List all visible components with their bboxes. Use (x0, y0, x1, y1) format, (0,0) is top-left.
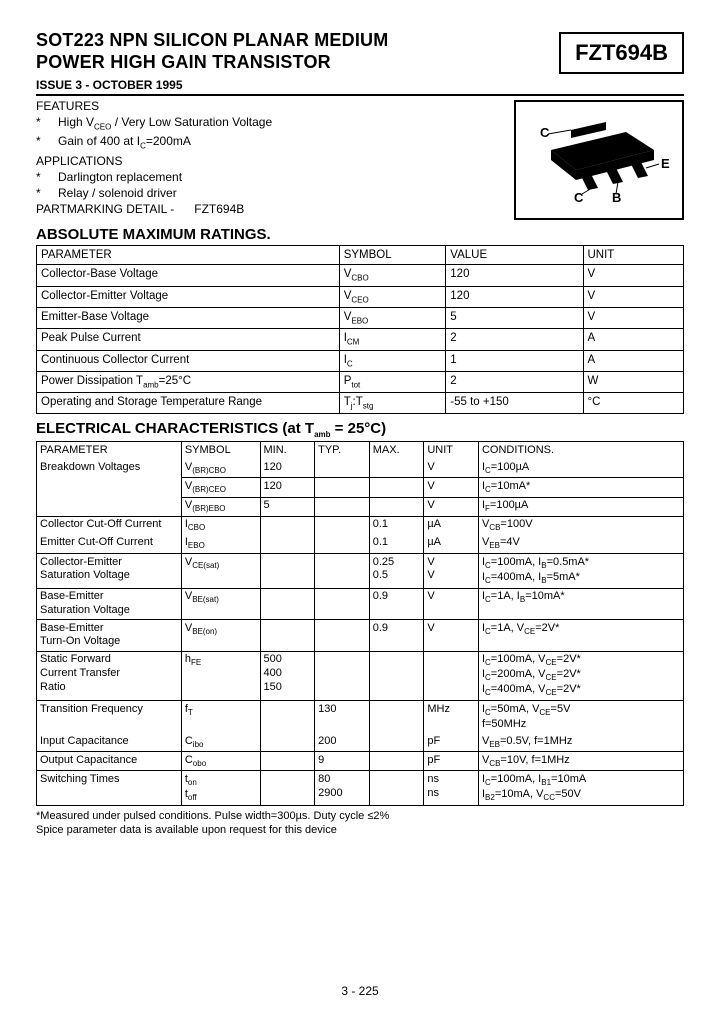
page-number: 3 - 225 (0, 984, 720, 998)
title-line1: SOT223 NPN SILICON PLANAR MEDIUM (36, 30, 543, 52)
feature-1: *High VCEO / Very Low Saturation Voltage (36, 114, 272, 133)
amr-row: Collector-Base VoltageVCBO120V (37, 265, 684, 286)
elec-table: PARAMETER SYMBOL MIN. TYP. MAX. UNIT CON… (36, 441, 684, 805)
pin-label-c: C (540, 125, 550, 140)
elec-row: Base-Emitter Turn-On Voltage VBE(on) 0.9… (37, 620, 684, 652)
elec-header-row: PARAMETER SYMBOL MIN. TYP. MAX. UNIT CON… (37, 442, 684, 459)
amr-head-unit: UNIT (583, 246, 684, 265)
elec-row: Collector-Emitter Saturation Voltage VCE… (37, 554, 684, 588)
pin-label-c2: C (574, 190, 584, 205)
amr-head-value: VALUE (446, 246, 583, 265)
amr-table: PARAMETER SYMBOL VALUE UNIT Collector-Ba… (36, 245, 684, 414)
issue-line: ISSUE 3 - OCTOBER 1995 (36, 78, 684, 92)
amr-row: Emitter-Base VoltageVEBO5V (37, 307, 684, 328)
partmarking: PARTMARKING DETAIL - FZT694B (36, 201, 272, 217)
elec-row: Static Forward Current Transfer Ratio hF… (37, 651, 684, 701)
amr-row: Continuous Collector CurrentIC1A (37, 350, 684, 371)
elec-row: V(BR)EBO 5 V IF=100µA (37, 497, 684, 516)
amr-title: ABSOLUTE MAXIMUM RATINGS. (36, 226, 684, 243)
elec-row: Transition Frequency fT 130 MHz IC=50mA,… (37, 701, 684, 733)
package-diagram: C E B C (514, 100, 684, 220)
elec-row: V(BR)CEO 120 V IC=10mA* (37, 478, 684, 497)
features-block: FEATURES *High VCEO / Very Low Saturatio… (36, 98, 272, 217)
elec-row: Switching Times tontoff 802900 nsns IC=1… (37, 771, 684, 805)
amr-head-param: PARAMETER (37, 246, 340, 265)
application-2: *Relay / solenoid driver (36, 185, 272, 201)
amr-header-row: PARAMETER SYMBOL VALUE UNIT (37, 246, 684, 265)
title-line2: POWER HIGH GAIN TRANSISTOR (36, 52, 543, 74)
elec-title: ELECTRICAL CHARACTERISTICS (at Tamb = 25… (36, 420, 684, 439)
feature-2: *Gain of 400 at IC=200mA (36, 133, 272, 152)
footnote: *Measured under pulsed conditions. Pulse… (36, 810, 684, 838)
rule-top (36, 94, 684, 96)
part-number-box: FZT694B (559, 32, 684, 74)
amr-row: Operating and Storage Temperature RangeT… (37, 393, 684, 414)
pin-label-e: E (661, 156, 670, 171)
applications-label: APPLICATIONS (36, 153, 272, 169)
features-label: FEATURES (36, 98, 272, 114)
elec-row: Output Capacitance Cobo 9 pF VCB=10V, f=… (37, 752, 684, 771)
amr-head-symbol: SYMBOL (339, 246, 446, 265)
elec-row: Breakdown Voltages V(BR)CBO 120 V IC=100… (37, 459, 684, 478)
elec-row: Collector Cut-Off Current ICBO 0.1 µA VC… (37, 516, 684, 535)
amr-row: Collector-Emitter VoltageVCEO120V (37, 286, 684, 307)
elec-row: Emitter Cut-Off Current IEBO 0.1 µA VEB=… (37, 535, 684, 554)
elec-row: Base-Emitter Saturation Voltage VBE(sat)… (37, 588, 684, 620)
elec-row: Input Capacitance Cibo 200 pF VEB=0.5V, … (37, 733, 684, 752)
application-1: *Darlington replacement (36, 169, 272, 185)
title-block: SOT223 NPN SILICON PLANAR MEDIUM POWER H… (36, 30, 543, 73)
amr-row: Power Dissipation Tamb=25°CPtot2W (37, 371, 684, 392)
amr-row: Peak Pulse CurrentICM2A (37, 329, 684, 350)
